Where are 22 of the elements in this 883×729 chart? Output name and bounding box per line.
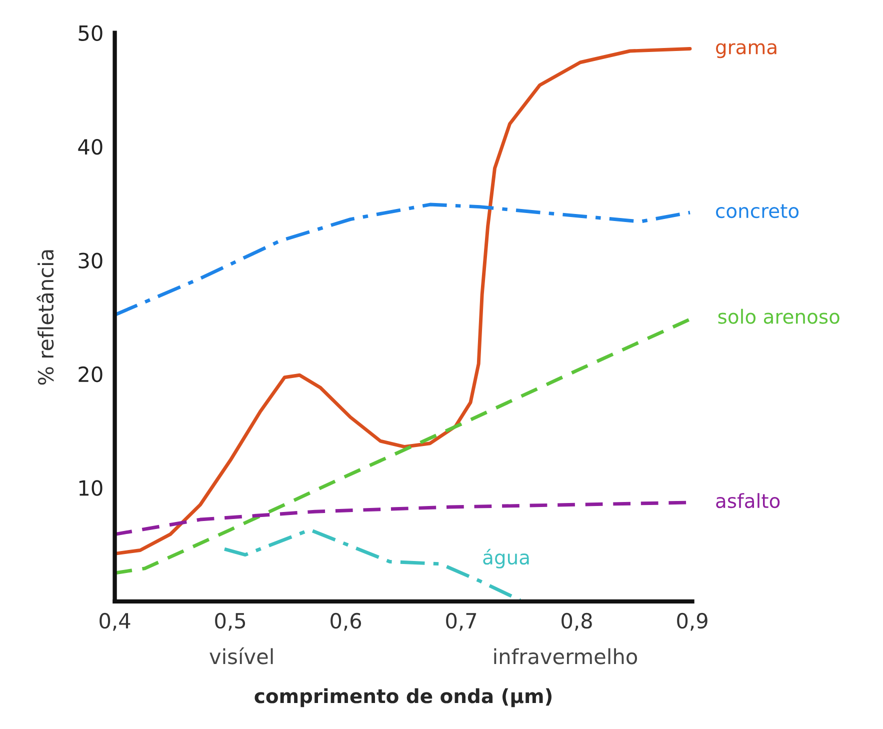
text: visível — [210, 647, 273, 664]
y-axis-title: % refletância — [36, 250, 54, 385]
x-tick-label: 0,6 — [330, 612, 362, 631]
y-tick-label: 40 — [78, 138, 102, 155]
x-tick-label: 0,5 — [215, 612, 246, 631]
line-series — [114, 202, 692, 317]
y-tick-label: 20 — [78, 366, 102, 382]
x-tick-label: 0,4 — [100, 612, 130, 631]
x-axis-title: comprimento de onda (µm) — [254, 688, 552, 708]
text: infravermelho — [494, 648, 638, 664]
series-label: água — [483, 548, 529, 568]
x-tick-label: 0,9 — [677, 612, 708, 631]
series-label: asfalto — [716, 493, 780, 508]
x-tick-label: 0,8 — [562, 612, 592, 631]
series-label: grama — [716, 43, 776, 58]
y-tick-label: 50 — [78, 25, 102, 42]
y-tick-label: 10 — [79, 480, 102, 496]
series-label: concreto — [716, 204, 799, 218]
line-series — [114, 316, 692, 575]
y-tick-label: 30 — [78, 252, 102, 268]
x-tick-label: 0,7 — [446, 612, 476, 631]
series-label: solo arenoso — [718, 308, 840, 324]
